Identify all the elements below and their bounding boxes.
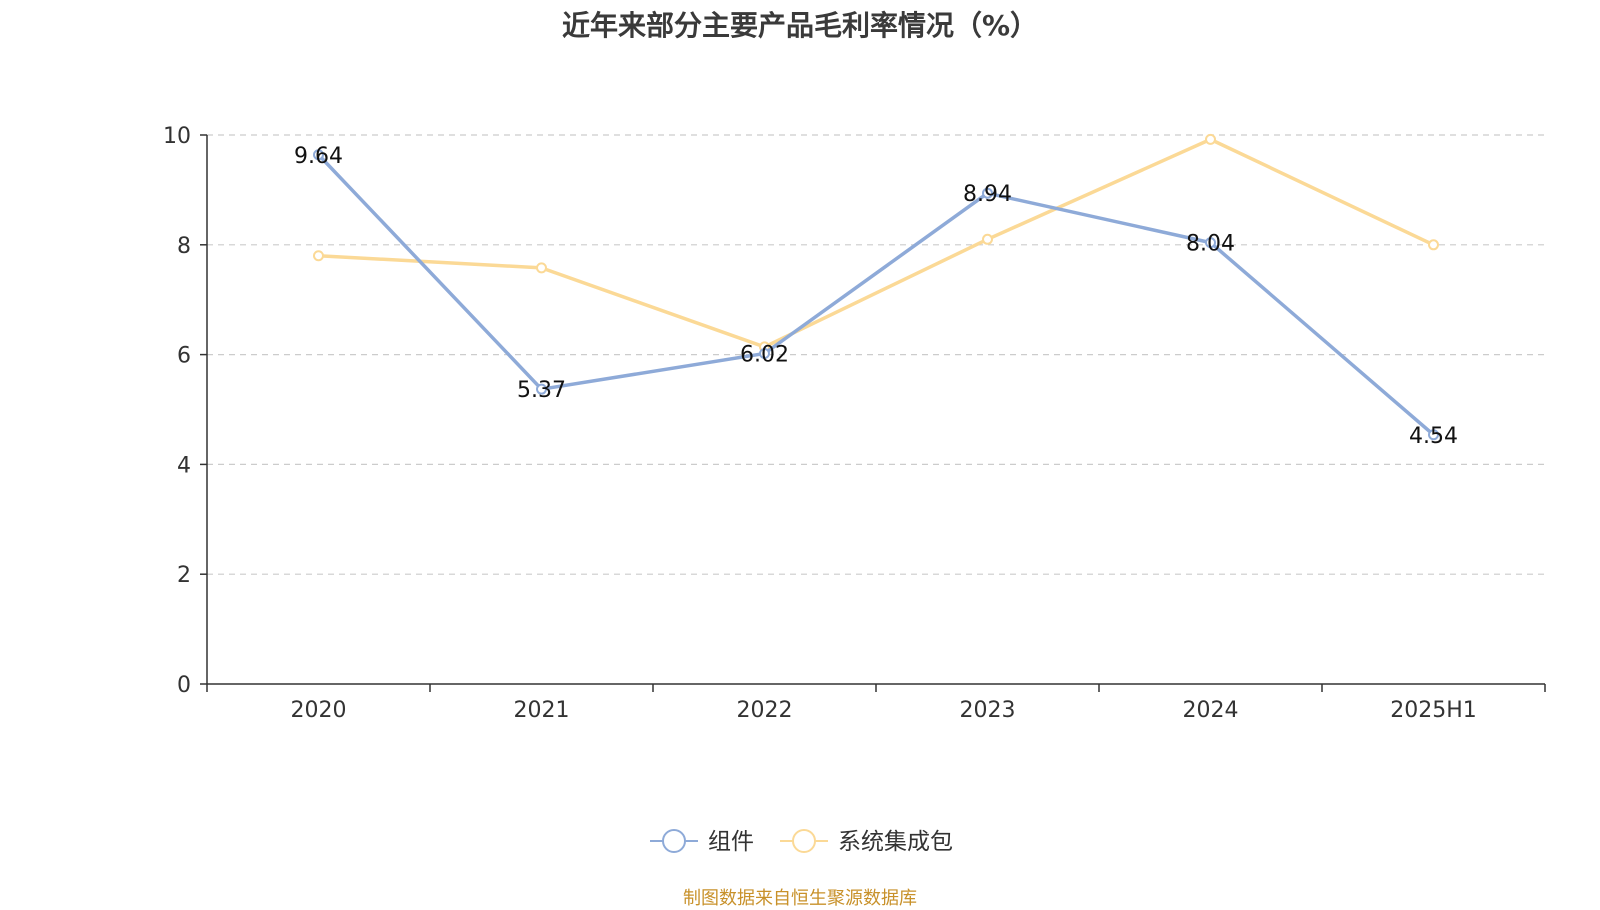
data-point	[536, 383, 547, 395]
axes: 0 2 4 6 8 10 2020 2021 2022 2023 2024 2025H1	[163, 124, 1546, 723]
data-labels: 9.64 5.37 6.02 8.94 8.04 4.54	[294, 144, 1458, 449]
y-tick-label: 0	[177, 673, 191, 698]
data-label: 8.94	[963, 182, 1012, 207]
data-point	[982, 233, 993, 245]
legend-item[interactable]: 系统集成包	[780, 829, 953, 855]
series-line-1	[317, 153, 1435, 437]
data-point	[1205, 237, 1216, 249]
x-tick-label: 2024	[1183, 698, 1239, 723]
data-point	[536, 262, 547, 274]
x-tick-label: 2020	[291, 698, 347, 723]
y-tick-label: 8	[177, 234, 191, 259]
source-note: 制图数据来自恒生聚源数据库	[683, 888, 917, 909]
data-point	[982, 187, 993, 199]
legend-item[interactable]: 组件	[650, 829, 754, 855]
legend-marker-icon	[792, 829, 816, 853]
data-label: 6.02	[740, 343, 789, 368]
series-lines	[313, 133, 1439, 441]
legend-marker-icon	[662, 829, 686, 853]
data-label: 5.37	[517, 378, 566, 403]
legend-label: 组件	[708, 829, 754, 855]
chart-title: 近年来部分主要产品毛利率情况（%）	[561, 9, 1039, 42]
data-point	[759, 348, 770, 360]
y-tick-label: 10	[163, 124, 191, 149]
grid-lines	[207, 134, 1545, 575]
data-label: 9.64	[294, 144, 343, 169]
x-tick-label: 2023	[960, 698, 1016, 723]
data-point	[313, 149, 324, 161]
data-point	[1428, 429, 1439, 441]
x-tick-label: 2022	[737, 698, 793, 723]
data-point	[1205, 133, 1216, 145]
y-tick-label: 2	[177, 563, 191, 588]
data-point	[1428, 239, 1439, 251]
y-tick-label: 4	[177, 453, 191, 478]
data-label: 4.54	[1409, 424, 1458, 449]
legend-label: 系统集成包	[838, 829, 953, 855]
y-tick-label: 6	[177, 344, 191, 369]
x-tick-label: 2021	[514, 698, 570, 723]
series-line-2	[318, 137, 1435, 349]
data-label: 8.04	[1186, 232, 1235, 257]
x-tick-label: 2025H1	[1390, 698, 1477, 723]
legend[interactable]: 组件 系统集成包	[650, 829, 953, 855]
data-point	[313, 250, 324, 262]
